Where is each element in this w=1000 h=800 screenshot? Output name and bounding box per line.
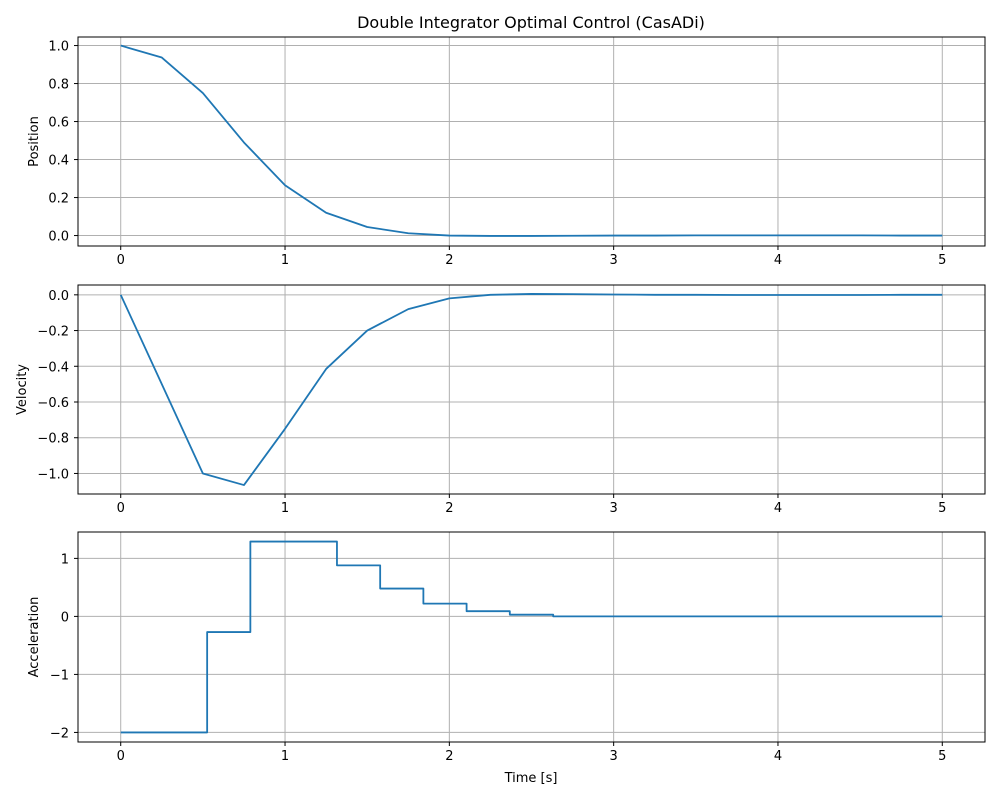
- velocity-x-tick-label: 4: [774, 501, 782, 516]
- acceleration-x-tick-label: 5: [938, 749, 946, 764]
- acceleration-y-tick-label: 0: [61, 610, 69, 625]
- acceleration-y-tick-label: 1: [61, 552, 69, 567]
- velocity-y-axis-label: Velocity: [15, 364, 30, 415]
- position-axes-frame: [77, 36, 986, 247]
- velocity-y-tick-label: −0.6: [37, 396, 69, 411]
- position-y-tick-label: 0.2: [48, 192, 69, 207]
- acceleration-x-tick-label: 3: [610, 749, 618, 764]
- position-x-tick-label: 4: [774, 253, 782, 268]
- acceleration-x-tick-label: 4: [774, 749, 782, 764]
- acceleration-series-line: [120, 540, 943, 734]
- position-y-tick-label: 0.0: [48, 230, 69, 245]
- position-y-tick-label: 0.8: [48, 78, 69, 93]
- velocity-series-line: [119, 293, 943, 486]
- position-x-tick-label: 3: [610, 253, 618, 268]
- acceleration-x-tick-label: 0: [117, 749, 125, 764]
- velocity-y-tick-label: −0.2: [37, 325, 69, 340]
- acceleration-y-tick-label: −1: [50, 668, 69, 683]
- velocity-x-tick-label: 3: [610, 501, 618, 516]
- velocity-y-tick-label: −0.4: [37, 360, 69, 375]
- position-x-tick-label: 2: [445, 253, 453, 268]
- x-axis-label: Time [s]: [504, 771, 558, 786]
- velocity-axes-frame: [77, 284, 986, 495]
- position-y-tick-label: 0.4: [48, 154, 69, 169]
- acceleration-axes-frame: [77, 531, 986, 743]
- velocity-x-tick-label: 2: [445, 501, 453, 516]
- velocity-y-tick-label: 0.0: [48, 289, 69, 304]
- chart-title: Double Integrator Optimal Control (CasAD…: [357, 13, 705, 32]
- velocity-x-tick-label: 1: [281, 501, 289, 516]
- velocity-x-tick-label: 5: [938, 501, 946, 516]
- position-x-tick-label: 5: [938, 253, 946, 268]
- acceleration-x-tick-label: 1: [281, 749, 289, 764]
- velocity-axes: 0 1 2 3 4 5 −1.0 −0.8 −0.6 −0.4 −0.2 0.0 Velocity: [15, 284, 986, 516]
- acceleration-x-tick-label: 2: [445, 749, 453, 764]
- position-x-tick-label: 1: [281, 253, 289, 268]
- position-axes: 0 1 2 3 4 5 0.0 0.2 0.4 0.6 0.8 1.0 Position: [27, 36, 986, 268]
- acceleration-y-axis-label: Acceleration: [27, 597, 42, 678]
- acceleration-axes: 0 1 2 3 4 5 −2 −1 0 1 Acceleration: [27, 531, 986, 764]
- position-y-tick-label: 1.0: [48, 40, 69, 55]
- velocity-y-tick-label: −0.8: [37, 432, 69, 447]
- position-series-line: [120, 44, 943, 237]
- velocity-x-tick-label: 0: [117, 501, 125, 516]
- position-x-tick-label: 0: [117, 253, 125, 268]
- acceleration-y-tick-label: −2: [50, 726, 69, 741]
- velocity-y-tick-label: −1.0: [37, 467, 69, 482]
- position-y-axis-label: Position: [27, 116, 42, 167]
- position-y-tick-label: 0.6: [48, 116, 69, 131]
